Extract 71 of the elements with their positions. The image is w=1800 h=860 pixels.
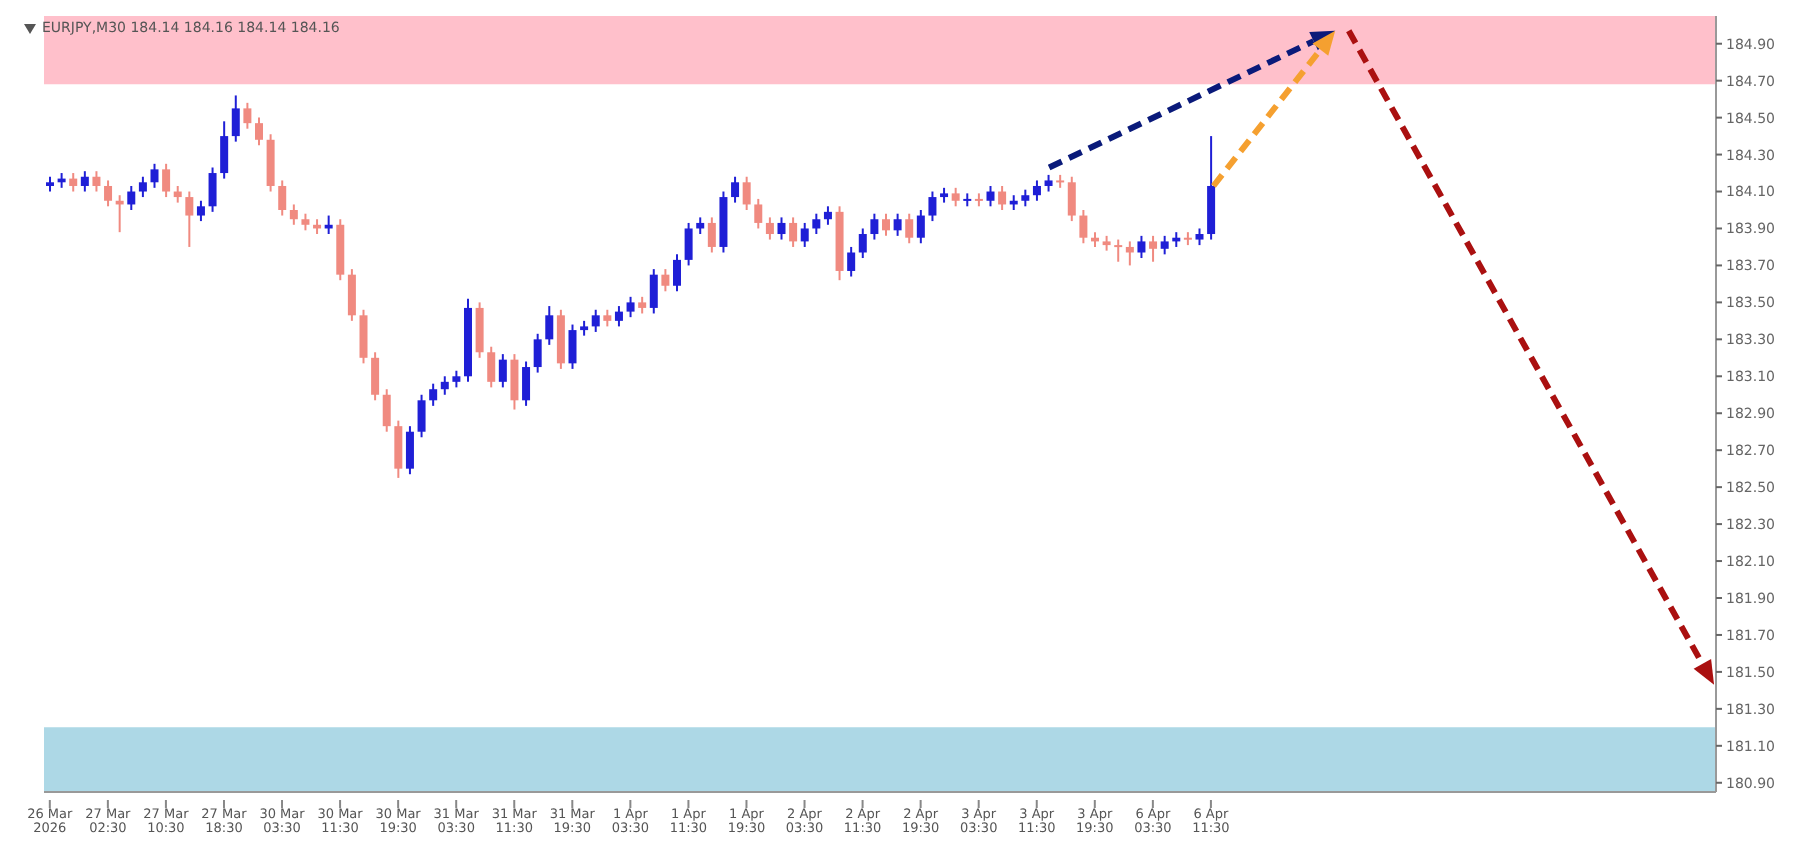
candlestick [858,227,867,260]
candlestick [522,360,531,407]
candlestick [533,332,542,374]
candlestick [150,162,159,189]
candlestick [196,199,205,223]
candlestick [1067,175,1076,223]
candlestick [812,212,821,236]
candlestick [185,190,194,248]
candlestick [742,175,751,211]
candlestick [707,216,716,254]
candlestick [649,268,658,315]
candlestick [80,170,89,193]
candlestick [684,221,693,267]
candlestick [347,268,356,322]
candlestick [673,253,681,293]
candlestick [626,295,635,319]
candlestick [905,212,914,245]
candlestick [545,305,554,346]
candlestick [661,268,670,293]
candlestick [998,184,1007,211]
candlestick [1125,240,1134,267]
candlestick [765,216,774,241]
candlestick [104,179,113,208]
candlestick [986,184,995,208]
candlestick [847,245,856,278]
candlestick [893,212,902,237]
candlestick [208,166,217,213]
candlestick [1149,234,1158,263]
candlestick [278,179,287,217]
candlestick [510,353,519,411]
candlestick [1114,238,1123,263]
candlestick [1032,179,1041,202]
candlestick [591,308,600,333]
candlestick [243,101,252,130]
candlestick [162,162,171,199]
candlestick [289,203,298,226]
candlestick [127,184,136,211]
candlestick [498,353,507,389]
candlestick [882,212,890,237]
candlestick [382,388,391,433]
candlestick [255,116,263,147]
candlestick [951,186,960,208]
candlestick [69,172,78,193]
candlestick [487,345,496,389]
candlestick [429,382,438,407]
candlestick [800,221,809,248]
candlestick [220,120,229,180]
candlestick [394,419,403,479]
candlestick [870,212,879,241]
candlestick [1160,234,1169,256]
candlestick [371,351,380,402]
candlestick [417,393,426,439]
candlestick [789,216,798,248]
candlestick [440,375,449,396]
candlestick [405,425,414,476]
candlestick [359,308,368,365]
candlestick [614,305,623,328]
candlestick [266,133,275,193]
candlestick [754,197,763,230]
candlestick [1079,209,1088,245]
candlestick [231,94,240,143]
candlestick [568,323,577,370]
candlestick [138,175,147,199]
candlestick [475,301,484,359]
candlestick [823,205,832,226]
candlestick [916,209,925,245]
candlestick [731,175,740,204]
candlestick [777,216,786,241]
candlestick [1137,234,1146,260]
candlestick [928,190,937,223]
candlestick [92,170,101,193]
